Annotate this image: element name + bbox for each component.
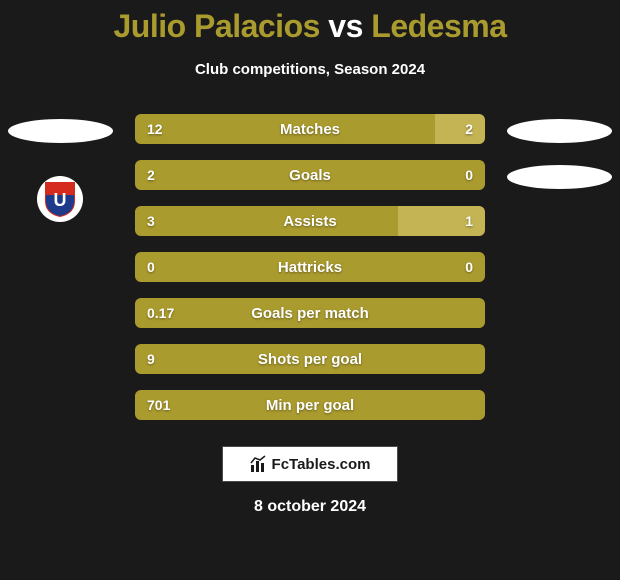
stat-value-right: 0 [465,160,473,190]
stat-label: Matches [135,114,485,144]
player1-name: Julio Palacios [113,8,319,44]
stat-label: Goals per match [135,298,485,328]
vs-text: vs [328,8,363,44]
stat-label: Assists [135,206,485,236]
stat-value-left: 0.17 [147,298,174,328]
player2-name: Ledesma [371,8,506,44]
stat-value-left: 0 [147,252,155,282]
page-title: Julio Palacios vs Ledesma [0,0,620,45]
player1-club-badge: U [37,176,83,222]
stat-value-right: 0 [465,252,473,282]
stat-row: Matches12 2 [135,114,485,144]
stat-label: Hattricks [135,252,485,282]
chart-icon [250,455,268,473]
stat-label: Min per goal [135,390,485,420]
stat-bars: Matches122Goals20Assists31Hattricks00Goa… [135,114,485,436]
badge-letter: U [54,190,67,210]
stat-row: Hattricks0 0 [135,252,485,282]
player2-club-ellipse [507,165,612,189]
shield-icon: U [44,181,76,217]
stat-row: Goals2 0 [135,160,485,190]
stat-value-left: 2 [147,160,155,190]
chart-area: U Matches122Goals20Assists31Hattricks00G… [0,114,620,434]
stat-row: Goals per match0.17 [135,298,485,328]
site-name: FcTables.com [272,456,371,473]
subtitle: Club competitions, Season 2024 [0,61,620,78]
stat-label: Goals [135,160,485,190]
stat-value-left: 12 [147,114,163,144]
date-text: 8 october 2024 [0,498,620,516]
site-logo: FcTables.com [222,446,398,482]
stat-value-left: 3 [147,206,155,236]
stat-value-left: 701 [147,390,170,420]
stat-value-right: 2 [465,114,473,144]
stat-row: Shots per goal9 [135,344,485,374]
stat-row: Min per goal701 [135,390,485,420]
stat-label: Shots per goal [135,344,485,374]
stat-value-left: 9 [147,344,155,374]
player2-flag-ellipse [507,119,612,143]
player1-flag-ellipse [8,119,113,143]
stat-value-right: 1 [465,206,473,236]
comparison-infographic: Julio Palacios vs Ledesma Club competiti… [0,0,620,580]
stat-row: Assists3 1 [135,206,485,236]
